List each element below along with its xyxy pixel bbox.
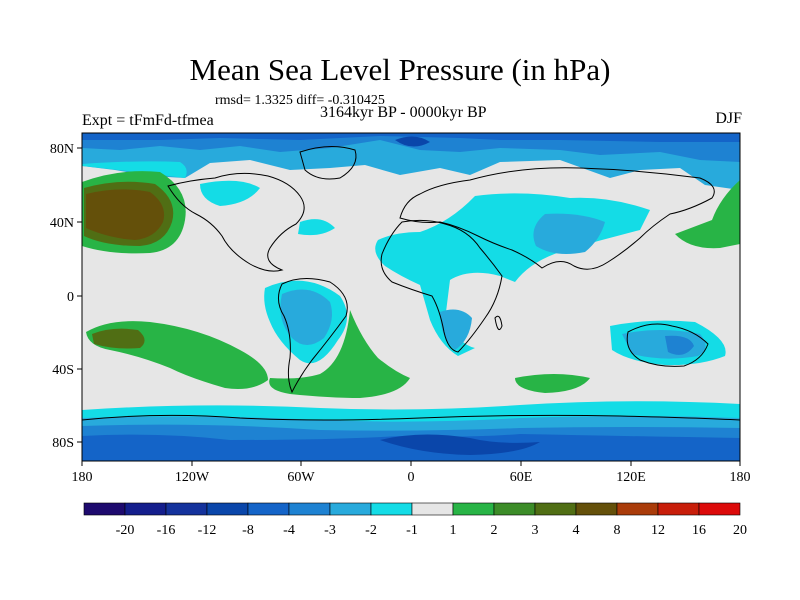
lat-label: 40S (52, 363, 74, 378)
colorbar-swatch (452, 502, 495, 516)
colorbar-label: 3 (532, 523, 539, 538)
colorbar-swatch (411, 502, 454, 516)
colorbar-label: 4 (573, 523, 580, 538)
colorbar-swatch (657, 502, 700, 516)
chart-title: Mean Sea Level Pressure (in hPa) (189, 52, 611, 87)
lat-label: 80N (50, 142, 74, 157)
colorbar-swatch (575, 502, 618, 516)
lon-label: 120W (175, 470, 210, 485)
colorbar-swatch (370, 502, 413, 516)
lat-label: 40N (50, 216, 74, 231)
lat-label: 80S (52, 436, 74, 451)
colorbar-swatch (616, 502, 659, 516)
lon-label: 60W (287, 470, 315, 485)
colorbar-label: 16 (692, 523, 706, 538)
latitude-axis: 80N 40N 0 40S 80S (50, 142, 82, 451)
period-text: 3164kyr BP - 0000kyr BP (320, 104, 487, 121)
colorbar-label: 8 (614, 523, 621, 538)
colorbar-label: -12 (198, 523, 217, 538)
colorbar-swatch (288, 502, 331, 516)
colorbar-label: -3 (324, 523, 336, 538)
lon-label: 0 (408, 470, 415, 485)
colorbar-label: -4 (283, 523, 295, 538)
colorbar-label: 1 (450, 523, 457, 538)
season-label: DJF (715, 110, 742, 127)
colorbar-swatch (206, 502, 249, 516)
colorbar-label: 12 (651, 523, 665, 538)
colorbar-label: 20 (733, 523, 747, 538)
pressure-field (82, 133, 740, 461)
colorbar-swatch (124, 502, 167, 516)
colorbar: -20 -16 -12 -8 -4 -3 -2 -1 1 2 3 4 8 12 16 20 (83, 502, 747, 538)
colorbar-swatch (83, 502, 126, 516)
lon-label: 180 (730, 470, 751, 485)
experiment-label: Expt = tFmFd-tfmea (82, 112, 214, 129)
colorbar-swatch (698, 502, 741, 516)
lon-label: 120E (616, 470, 646, 485)
colorbar-label: -16 (157, 523, 176, 538)
colorbar-label: 2 (491, 523, 498, 538)
colorbar-label: -20 (116, 523, 135, 538)
colorbar-swatch (165, 502, 208, 516)
statistics-text: rmsd= 1.3325 diff= -0.310425 (215, 93, 385, 108)
lon-label: 180 (72, 470, 93, 485)
coastlines (82, 146, 740, 421)
colorbar-label: -1 (406, 523, 418, 538)
longitude-axis: 180 120W 60W 0 60E 120E 180 (72, 461, 751, 485)
lat-label: 0 (67, 290, 74, 305)
colorbar-swatch (534, 502, 577, 516)
lon-label: 60E (510, 470, 533, 485)
colorbar-swatch (493, 502, 536, 516)
colorbar-label: -2 (365, 523, 377, 538)
colorbar-swatch (329, 502, 372, 516)
colorbar-label: -8 (242, 523, 254, 538)
colorbar-swatch (247, 502, 290, 516)
